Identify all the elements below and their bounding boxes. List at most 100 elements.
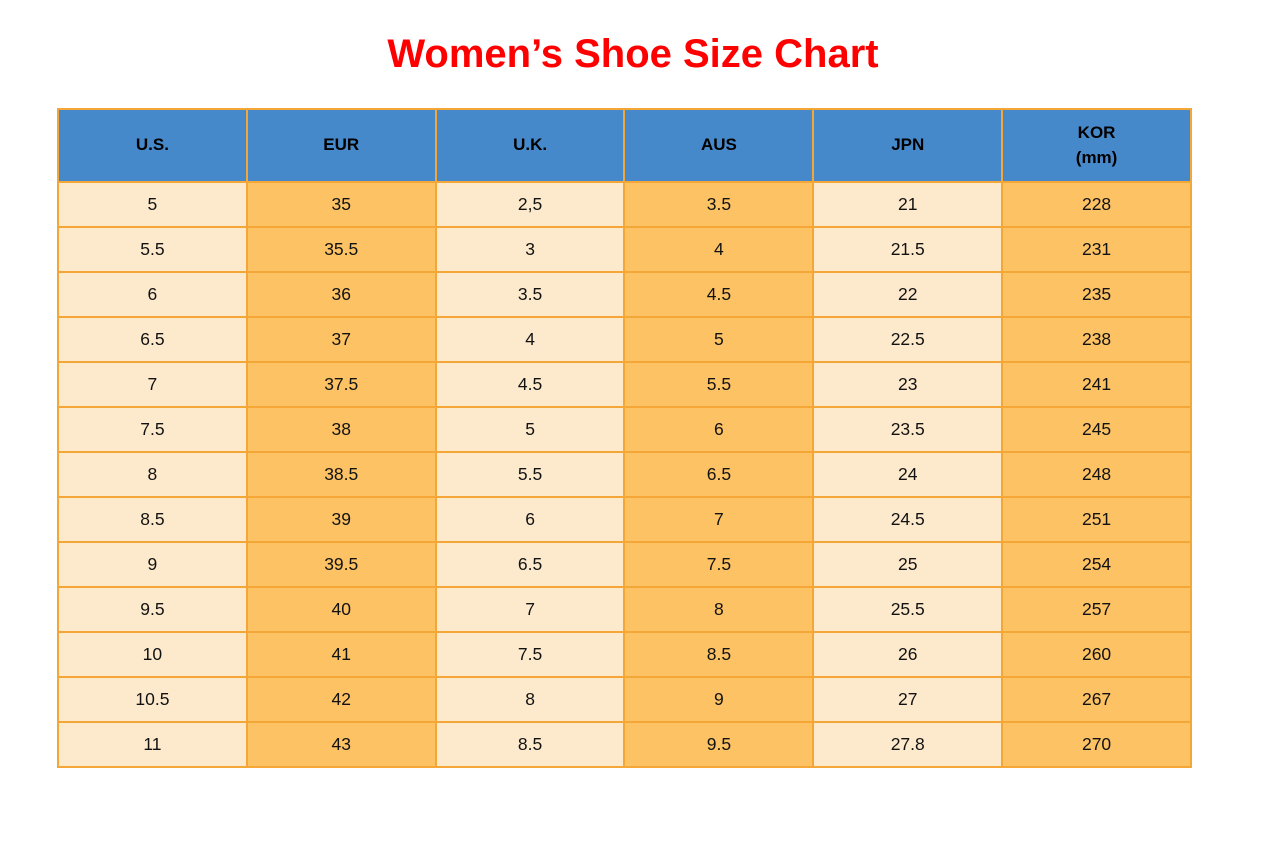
table-cell: 8 [623, 586, 815, 633]
table-cell: 8 [434, 676, 626, 723]
table-cell: 6.5 [623, 451, 815, 498]
table-row: 8.5 39 6 7 24.5 251 [57, 496, 1192, 543]
table-cell: 241 [1001, 361, 1192, 408]
table-cell: 26 [812, 631, 1004, 678]
table-cell: 37 [245, 316, 437, 363]
table-cell: 8.5 [57, 496, 248, 543]
table-cell: 231 [1001, 226, 1192, 273]
table-row: 10 41 7.5 8.5 26 260 [57, 631, 1192, 678]
table-cell: 24.5 [812, 496, 1004, 543]
page-title: Women’s Shoe Size Chart [387, 32, 879, 76]
table-cell: 39 [245, 496, 437, 543]
table-cell: 7.5 [623, 541, 815, 588]
table-cell: 4.5 [623, 271, 815, 318]
table-cell: 7 [434, 586, 626, 633]
table-cell: 2,5 [434, 181, 626, 228]
column-header-aus: AUS [623, 108, 815, 183]
table-cell: 24 [812, 451, 1004, 498]
table-cell: 5 [57, 181, 248, 228]
table-cell: 238 [1001, 316, 1192, 363]
table-cell: 40 [245, 586, 437, 633]
column-header-label: AUS [700, 135, 737, 155]
table-cell: 9 [623, 676, 815, 723]
table-row: 7 37.5 4.5 5.5 23 241 [57, 361, 1192, 408]
table-cell: 5.5 [623, 361, 815, 408]
column-header-kor: KOR (mm) [1001, 108, 1192, 183]
table-cell: 257 [1001, 586, 1192, 633]
table-cell: 23 [812, 361, 1004, 408]
table-cell: 25 [812, 541, 1004, 588]
table-cell: 5.5 [434, 451, 626, 498]
table-cell: 5.5 [57, 226, 248, 273]
table-cell: 9.5 [623, 721, 815, 768]
table-cell: 41 [245, 631, 437, 678]
table-cell: 39.5 [245, 541, 437, 588]
table-cell: 22.5 [812, 316, 1004, 363]
table-cell: 21.5 [812, 226, 1004, 273]
table-cell: 7 [57, 361, 248, 408]
table-row: 5 35 2,5 3.5 21 228 [57, 181, 1192, 228]
column-header-uk: U.K. [434, 108, 626, 183]
table-cell: 228 [1001, 181, 1192, 228]
table-cell: 6 [57, 271, 248, 318]
table-cell: 42 [245, 676, 437, 723]
table-cell: 21 [812, 181, 1004, 228]
table-cell: 254 [1001, 541, 1192, 588]
table-row: 6.5 37 4 5 22.5 238 [57, 316, 1192, 363]
table-cell: 245 [1001, 406, 1192, 453]
table-cell: 25.5 [812, 586, 1004, 633]
table-cell: 5 [623, 316, 815, 363]
shoe-size-table: U.S. EUR U.K. AUS JPN KOR (mm) 5 35 2,5 3.5 21 228 5… [57, 108, 1192, 768]
table-cell: 27.8 [812, 721, 1004, 768]
column-header-label: U.S. [135, 135, 169, 155]
table-cell: 27 [812, 676, 1004, 723]
column-header-label: JPN [891, 135, 925, 155]
table-cell: 8.5 [434, 721, 626, 768]
table-cell: 4 [434, 316, 626, 363]
table-cell: 3.5 [434, 271, 626, 318]
table-row: 5.5 35.5 3 4 21.5 231 [57, 226, 1192, 273]
column-header-label: (mm) [1075, 147, 1118, 167]
table-row: 9 39.5 6.5 7.5 25 254 [57, 541, 1192, 588]
table-cell: 248 [1001, 451, 1192, 498]
table-cell: 37.5 [245, 361, 437, 408]
column-header-eur: EUR [245, 108, 437, 183]
table-header: U.S. EUR U.K. AUS JPN KOR (mm) [57, 108, 1192, 183]
table-cell: 7.5 [434, 631, 626, 678]
table-cell: 7 [623, 496, 815, 543]
table-cell: 8 [57, 451, 248, 498]
table-cell: 4 [623, 226, 815, 273]
column-header-jpn: JPN [812, 108, 1004, 183]
table-cell: 3 [434, 226, 626, 273]
table-cell: 3.5 [623, 181, 815, 228]
table-cell: 6 [623, 406, 815, 453]
table-cell: 9.5 [57, 586, 248, 633]
table-cell: 4.5 [434, 361, 626, 408]
table-cell: 267 [1001, 676, 1192, 723]
table-cell: 10.5 [57, 676, 248, 723]
table-cell: 251 [1001, 496, 1192, 543]
table-cell: 260 [1001, 631, 1192, 678]
column-header-label: EUR [323, 135, 360, 155]
table-header-row: U.S. EUR U.K. AUS JPN KOR (mm) [57, 108, 1192, 183]
table-cell: 43 [245, 721, 437, 768]
table-cell: 270 [1001, 721, 1192, 768]
table-cell: 11 [57, 721, 248, 768]
table-body: 5 35 2,5 3.5 21 228 5.5 35.5 3 4 21.5 231 6 36 3.5 4.5 2… [57, 181, 1192, 768]
table-cell: 36 [245, 271, 437, 318]
column-header-label: U.K. [513, 135, 548, 155]
table-row: 11 43 8.5 9.5 27.8 270 [57, 721, 1192, 768]
table-cell: 6.5 [57, 316, 248, 363]
table-cell: 9 [57, 541, 248, 588]
table-cell: 7.5 [57, 406, 248, 453]
table-cell: 6 [434, 496, 626, 543]
table-cell: 6.5 [434, 541, 626, 588]
table-cell: 10 [57, 631, 248, 678]
table-cell: 38.5 [245, 451, 437, 498]
table-cell: 5 [434, 406, 626, 453]
table-row: 8 38.5 5.5 6.5 24 248 [57, 451, 1192, 498]
column-header-us: U.S. [57, 108, 248, 183]
table-row: 10.5 42 8 9 27 267 [57, 676, 1192, 723]
table-cell: 8.5 [623, 631, 815, 678]
table-row: 9.5 40 7 8 25.5 257 [57, 586, 1192, 633]
